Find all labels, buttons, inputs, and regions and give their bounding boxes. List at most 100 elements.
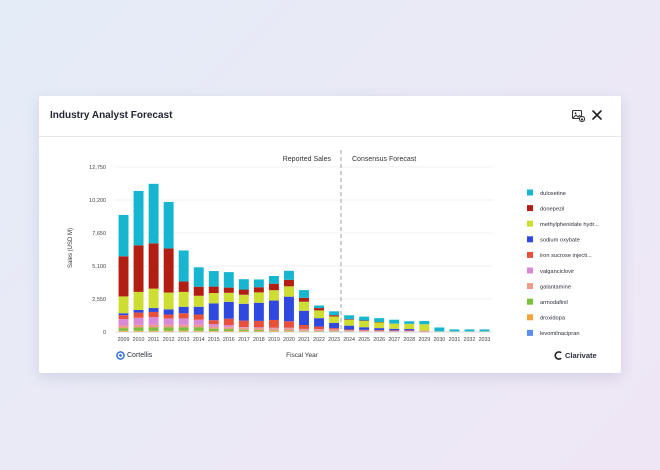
bar-segment[interactable]	[359, 330, 370, 332]
bar-segment[interactable]	[118, 330, 129, 332]
bar-segment[interactable]	[148, 288, 159, 309]
bar-segment[interactable]	[389, 331, 400, 332]
bar-segment[interactable]	[253, 330, 264, 332]
bar-segment[interactable]	[208, 271, 219, 287]
bar-segment[interactable]	[223, 292, 234, 302]
bar-segment[interactable]	[253, 279, 264, 288]
bar-segment[interactable]	[163, 318, 174, 325]
bar-segment[interactable]	[314, 318, 325, 327]
bar-segment[interactable]	[389, 330, 400, 331]
bar-segment[interactable]	[329, 328, 340, 330]
bar-segment[interactable]	[163, 324, 174, 328]
bar-segment[interactable]	[344, 330, 355, 332]
bar-segment[interactable]	[404, 331, 415, 332]
bar-segment[interactable]	[133, 327, 144, 331]
bar-segment[interactable]	[208, 324, 219, 327]
bar-segment[interactable]	[193, 295, 204, 307]
bar-segment[interactable]	[419, 321, 430, 325]
legend-label[interactable]: valganciclovir	[540, 269, 574, 275]
bar-segment[interactable]	[359, 320, 370, 328]
bar-segment[interactable]	[283, 270, 294, 280]
bar-segment[interactable]	[268, 290, 279, 301]
bar-segment[interactable]	[223, 330, 234, 332]
bar-segment[interactable]	[133, 310, 144, 313]
bar-segment[interactable]	[208, 293, 219, 304]
bar-segment[interactable]	[283, 286, 294, 297]
bar-segment[interactable]	[148, 324, 159, 328]
bar-segment[interactable]	[359, 316, 370, 321]
bar-segment[interactable]	[299, 325, 309, 329]
bar-segment[interactable]	[314, 329, 325, 330]
bar-segment[interactable]	[133, 317, 144, 325]
bar-segment[interactable]	[253, 320, 264, 328]
bar-segment[interactable]	[419, 324, 430, 331]
bar-segment[interactable]	[148, 243, 159, 289]
bar-segment[interactable]	[163, 292, 174, 310]
bar-segment[interactable]	[148, 311, 159, 318]
bar-segment[interactable]	[118, 325, 129, 329]
bar-segment[interactable]	[118, 256, 129, 297]
bar-segment[interactable]	[238, 294, 249, 304]
bar-segment[interactable]	[419, 330, 430, 332]
bar-segment[interactable]	[299, 310, 309, 326]
bar-segment[interactable]	[344, 319, 355, 326]
bar-segment[interactable]	[118, 313, 129, 316]
bar-segment[interactable]	[434, 327, 445, 332]
bar-segment[interactable]	[253, 292, 264, 303]
bar-segment[interactable]	[208, 326, 219, 329]
bar-segment[interactable]	[223, 329, 234, 331]
bar-segment[interactable]	[148, 308, 159, 312]
bar-segment[interactable]	[178, 313, 189, 319]
bar-segment[interactable]	[404, 330, 415, 331]
bar-segment[interactable]	[208, 320, 219, 325]
bar-segment[interactable]	[389, 328, 400, 331]
legend-label[interactable]: levomilnacipran	[540, 331, 580, 337]
bar-segment[interactable]	[133, 330, 144, 332]
bar-segment[interactable]	[344, 315, 355, 320]
bar-segment[interactable]	[223, 272, 234, 288]
bar-segment[interactable]	[283, 296, 294, 322]
bar-segment[interactable]	[268, 283, 279, 291]
bar-segment[interactable]	[163, 201, 174, 249]
bar-segment[interactable]	[178, 324, 189, 328]
bar-segment[interactable]	[118, 315, 129, 320]
bar-segment[interactable]	[344, 325, 355, 330]
bar-segment[interactable]	[253, 287, 264, 293]
bar-segment[interactable]	[118, 328, 129, 331]
bar-segment[interactable]	[178, 281, 189, 292]
bar-segment[interactable]	[133, 190, 144, 246]
bar-segment[interactable]	[238, 329, 249, 331]
bar-segment[interactable]	[238, 327, 249, 328]
bar-segment[interactable]	[329, 329, 340, 332]
bar-segment[interactable]	[268, 275, 279, 284]
bar-segment[interactable]	[178, 306, 189, 314]
bar-segment[interactable]	[268, 319, 279, 328]
bar-segment[interactable]	[404, 323, 415, 330]
bar-segment[interactable]	[208, 303, 219, 321]
bar-segment[interactable]	[283, 279, 294, 287]
bar-segment[interactable]	[133, 312, 144, 318]
bar-segment[interactable]	[268, 330, 279, 332]
bar-segment[interactable]	[389, 319, 400, 324]
bar-segment[interactable]	[208, 286, 219, 294]
bar-segment[interactable]	[449, 329, 460, 332]
bar-segment[interactable]	[374, 330, 385, 332]
bar-segment[interactable]	[389, 323, 400, 329]
bar-segment[interactable]	[238, 279, 249, 290]
bar-segment[interactable]	[329, 316, 340, 323]
bar-segment[interactable]	[374, 322, 385, 329]
bar-segment[interactable]	[163, 248, 174, 293]
legend-label[interactable]: duloxetine	[540, 191, 566, 197]
bar-segment[interactable]	[283, 321, 294, 328]
bar-segment[interactable]	[238, 330, 249, 332]
bar-segment[interactable]	[314, 305, 325, 309]
bar-segment[interactable]	[344, 319, 355, 320]
bar-segment[interactable]	[374, 328, 385, 331]
bar-segment[interactable]	[314, 326, 325, 330]
bar-segment[interactable]	[163, 309, 174, 315]
bar-segment[interactable]	[178, 318, 189, 325]
bar-segment[interactable]	[148, 330, 159, 332]
bar-segment[interactable]	[404, 321, 415, 324]
bar-segment[interactable]	[193, 314, 204, 320]
legend-label[interactable]: methylphenidate hydr...	[540, 222, 599, 228]
